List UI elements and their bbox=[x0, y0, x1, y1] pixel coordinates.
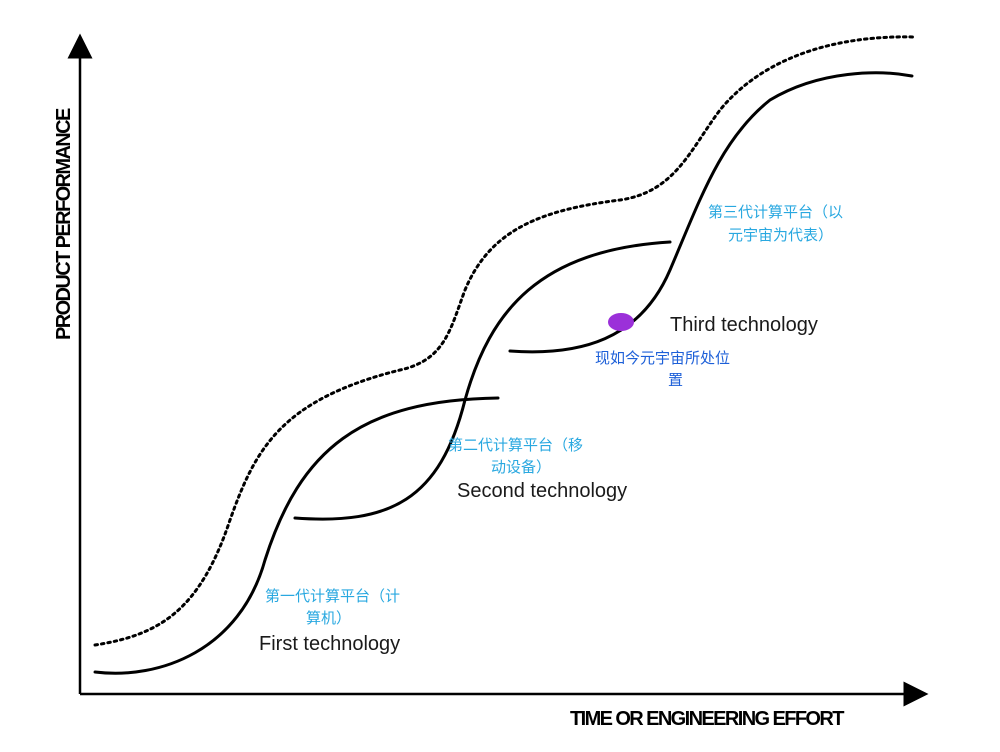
second-platform-cn-line2: 动设备） bbox=[491, 458, 551, 476]
envelope-dotted-curve bbox=[93, 35, 917, 647]
third-technology-curve bbox=[508, 71, 914, 354]
current-position-cn-line1: 现如今元宇宙所处位 bbox=[595, 349, 730, 367]
third-platform-cn-line2: 元宇宙为代表） bbox=[728, 226, 833, 244]
y-axis-title: PRODUCT PERFORMANCE bbox=[53, 108, 75, 340]
second-technology-label: Second technology bbox=[457, 480, 627, 502]
third-technology-label: Third technology bbox=[670, 314, 818, 336]
second-technology-curve bbox=[293, 240, 672, 521]
first-technology-label: First technology bbox=[259, 633, 400, 655]
current-position-cn-line2: 置 bbox=[668, 371, 683, 389]
x-axis-title: TIME OR ENGINEERING EFFORT bbox=[570, 708, 844, 730]
third-platform-cn-line1: 第三代计算平台（以 bbox=[708, 203, 843, 221]
current-position-marker bbox=[608, 313, 634, 331]
first-platform-cn-line1: 第一代计算平台（计 bbox=[265, 587, 400, 605]
first-platform-cn-line2: 算机） bbox=[306, 609, 351, 627]
second-platform-cn-line1: 第二代计算平台（移 bbox=[448, 436, 583, 454]
first-technology-curve bbox=[93, 396, 500, 675]
